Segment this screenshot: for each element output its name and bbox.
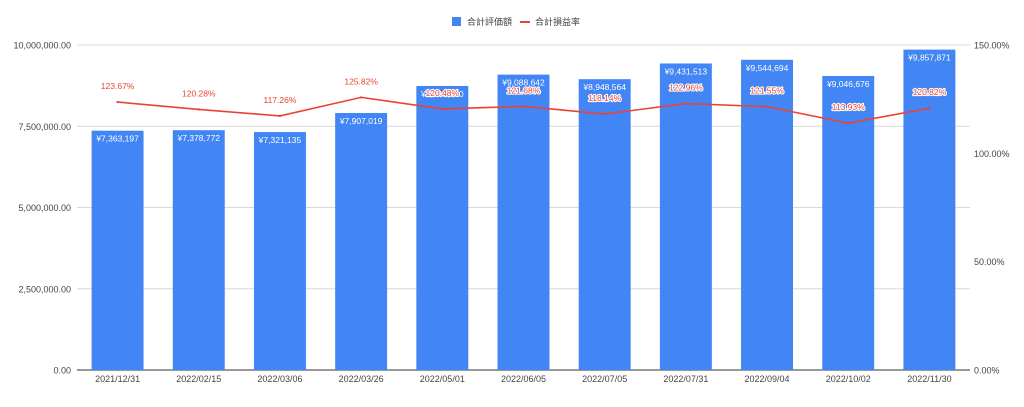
line-value-label: 121.55% [750,86,784,96]
line-point [116,100,119,104]
bar-value-label: ¥9,046,676 [826,79,870,89]
bar [91,130,144,370]
bar-value-label: ¥9,088,642 [501,78,545,88]
x-tick-label: 2022/06/05 [501,374,546,384]
bar-value-label: ¥8,948,564 [582,82,626,92]
line-value-label: 117.26% [263,95,296,105]
line-series [116,96,931,125]
bar-value-label: ¥7,907,019 [339,116,383,126]
x-tick-label: 2022/07/05 [582,374,627,384]
right-tick-label: 150.00% [974,41,1010,51]
line-point [522,105,525,108]
left-tick-label: 7,500,000.00 [18,122,71,132]
left-tick-label: 10,000,000.00 [13,41,71,51]
x-tick-label: 2022/11/30 [907,374,951,384]
line-value-label: 113.93% [832,102,865,112]
bar-value-label: ¥9,857,871 [907,53,951,63]
bar-value-label: ¥9,431,513 [664,66,708,76]
legend[interactable]: 合計評価額 合計損益率 [452,16,580,27]
line-point [359,96,363,99]
x-tick-label: 2022/03/06 [257,374,302,384]
line-point [765,105,769,108]
bar [822,75,875,370]
line-point [197,108,200,111]
line-point [278,114,282,118]
bar-value-label: ¥7,363,197 [95,134,139,144]
line-point [847,121,850,125]
right-tick-label: 0.00% [974,366,1000,376]
x-tick-label: 2022/09/04 [745,374,790,384]
bar-value-label: ¥7,378,772 [176,133,220,143]
line-value-label: 121.68% [507,85,541,95]
line-value-label: 120.28% [182,88,216,98]
bar-series [91,49,956,371]
bar [578,79,631,371]
bar [172,130,225,370]
left-tick-label: 5,000,000.00 [18,203,71,213]
line-point [441,107,444,111]
line-value-label: 120.48% [426,88,460,98]
bar [253,132,306,370]
bar [741,59,794,370]
line-value-label: 122.96% [669,83,703,93]
bar [416,85,469,370]
bar [497,74,550,370]
line-value-label: 125.82% [344,76,378,86]
bar [659,63,712,370]
left-tick-label: 2,500,000.00 [18,284,71,294]
left-tick-label: 0.00 [53,366,71,376]
data-labels: ¥7,363,197 ¥7,378,772 ¥7,321,135 ¥7,907,019… [95,53,951,145]
line-point [603,112,606,116]
right-tick-label: 50.00% [974,257,1005,267]
legend-line-label: 合計損益率 [535,16,580,27]
bar-value-label: ¥9,544,694 [745,63,789,73]
line-value-label: 120.82% [913,87,947,97]
bar [335,113,388,370]
line-point [928,107,931,110]
axes: 0.00 2,500,000.00 5,000,000.00 7,500,000.00… [13,41,1009,385]
line-value-label: 123.67% [101,81,135,91]
bar [903,49,956,370]
right-tick-label: 100.00% [974,149,1010,159]
line-point [684,102,688,105]
legend-bar-label: 合計評価額 [467,16,512,27]
x-tick-label: 2022/03/26 [339,374,384,384]
x-tick-label: 2022/05/01 [420,374,465,384]
x-tick-label: 2022/10/02 [826,374,871,384]
bar-value-label: ¥8,740,000 [420,89,464,99]
x-tick-label: 2022/07/31 [663,374,708,384]
x-tick-label: 2022/02/15 [176,374,221,384]
x-tick-label: 2021/12/31 [95,374,140,384]
bar-value-label: ¥7,321,135 [258,135,302,145]
line-value-label: 118.14% [588,93,621,103]
legend-bar-swatch [452,17,461,26]
